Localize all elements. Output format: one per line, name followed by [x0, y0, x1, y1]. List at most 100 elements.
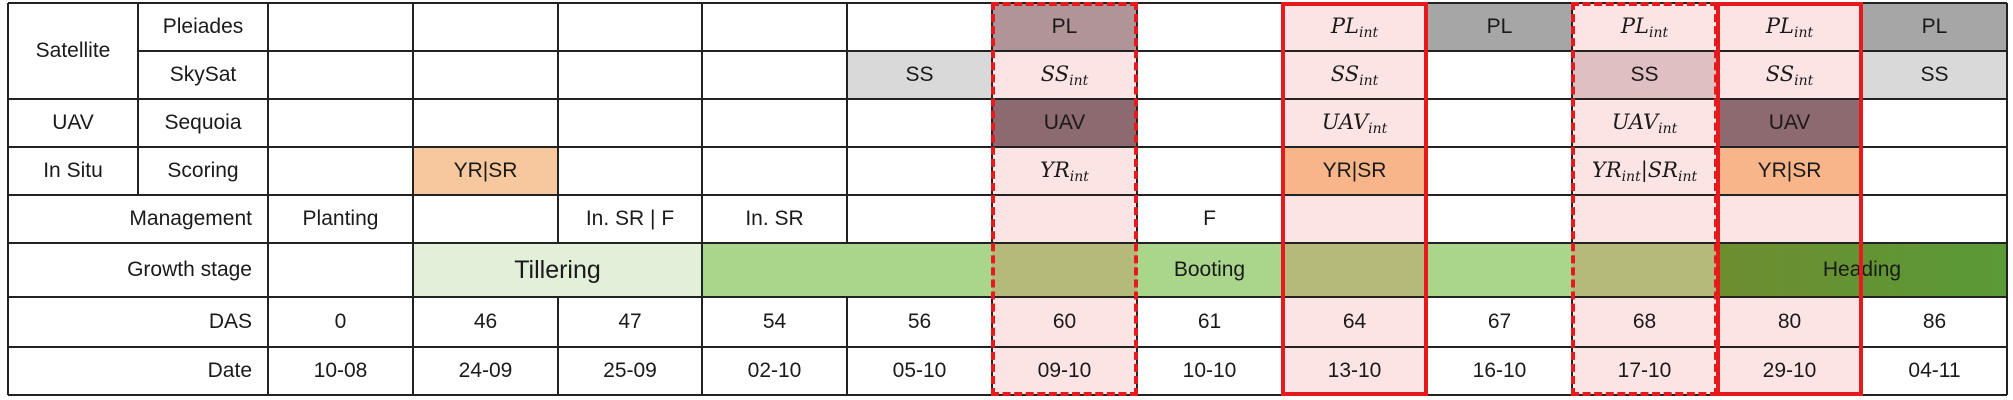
skysat-cell: SSint: [1282, 51, 1427, 99]
management-cell: [1427, 195, 1572, 243]
grid-line: [1426, 3, 1428, 243]
grid-line: [701, 243, 703, 297]
grid-line: [8, 394, 2007, 396]
grid-line: [7, 3, 9, 395]
scoring-label: Scoring: [167, 159, 239, 182]
date-label: Date: [207, 359, 252, 382]
das-cell: 54: [762, 310, 787, 333]
das-cell: 67: [1487, 310, 1512, 333]
grid-line: [1571, 297, 1573, 395]
date-cell: 17-10: [1572, 347, 1717, 395]
pleiades-cell: PL: [1862, 3, 2007, 51]
skysat-cell-text: SSint: [1040, 61, 1089, 89]
management-cell: [1282, 195, 1427, 243]
scoring-cell: YR|SR: [413, 147, 558, 195]
das-cell: 64: [1282, 297, 1427, 347]
sequoia-cell: UAV: [1717, 99, 1862, 147]
skysat-cell-text: SSint: [1765, 61, 1814, 89]
skysat-cell: SS: [847, 51, 992, 99]
date-cell: 04-11: [1908, 359, 1961, 382]
pleiades-cell: PLint: [1717, 3, 1862, 51]
grid-line: [1571, 3, 1573, 243]
date-cell: 13-10: [1282, 347, 1427, 395]
grid-line: [412, 3, 414, 243]
pleiades-cell-text: PLint: [1765, 13, 1814, 41]
pleiades-cell: [847, 3, 992, 51]
grid-line: [557, 297, 559, 395]
pleiades-cell: [268, 3, 413, 51]
das-cell: 0: [334, 310, 347, 333]
grid-line: [8, 146, 2007, 148]
booting-label: Booting: [1173, 258, 1246, 281]
management-label: Management: [129, 207, 252, 230]
grid-line: [991, 3, 993, 243]
scoring-cell-text: YRint|SRint: [1591, 157, 1698, 185]
pleiades-cell: PL: [1427, 3, 1572, 51]
pleiades-cell: PLint: [1572, 3, 1717, 51]
grid-line: [1136, 3, 1138, 243]
management-cell: [992, 195, 1137, 243]
skysat-cell-text: SSint: [1330, 61, 1379, 89]
skysat-cell: [268, 51, 413, 99]
grid-line: [1426, 297, 1428, 395]
satellite-label: Satellite: [35, 39, 111, 62]
grid-line: [1136, 297, 1138, 395]
das-label: DAS: [208, 310, 252, 333]
grid-line: [267, 3, 269, 243]
management-cell: [847, 195, 992, 243]
grid-line: [1716, 3, 1718, 243]
scoring-cell: [1137, 147, 1282, 195]
grid-line: [8, 242, 2007, 244]
sequoia-cell: UAVint: [1572, 99, 1717, 147]
das-cell: 61: [1197, 310, 1222, 333]
date-cell: 05-10: [892, 359, 947, 382]
grid-line: [412, 243, 414, 297]
grid-line: [8, 194, 2007, 196]
pleiades-cell: PL: [992, 3, 1137, 51]
grid-line: [701, 297, 703, 395]
scoring-cell: YRint: [992, 147, 1137, 195]
skysat-cell: SS: [1862, 51, 2007, 99]
management-cell: F: [1203, 207, 1216, 230]
das-cell: 86: [1922, 310, 1947, 333]
date-cell: 29-10: [1717, 347, 1862, 395]
grid-line: [1281, 3, 1283, 243]
scoring-cell-text: YRint: [1040, 157, 1089, 185]
grid-line: [8, 2, 2007, 4]
sequoia-label: Sequoia: [164, 111, 242, 134]
grid-line: [1281, 297, 1283, 395]
pleiades-cell: [1137, 3, 1282, 51]
sequoia-cell-text: UAVint: [1611, 109, 1678, 137]
heading-label: Heading: [1822, 258, 1902, 281]
booting-overlay-band: [1572, 243, 1717, 297]
sequoia-cell: [1137, 99, 1282, 147]
date-cell: 10-08: [313, 359, 368, 382]
management-cell: [413, 195, 558, 243]
scoring-cell: [847, 147, 992, 195]
skysat-label: SkySat: [169, 63, 237, 86]
grid-line: [267, 243, 269, 297]
booting-band: [702, 243, 1717, 297]
skysat-cell: SSint: [992, 51, 1137, 99]
pleiades-label: Pleiades: [162, 15, 244, 38]
booting-overlay-band: [992, 243, 1137, 297]
das-cell: 47: [618, 310, 642, 333]
sequoia-cell: UAVint: [1282, 99, 1427, 147]
scoring-cell: [1427, 147, 1572, 195]
in-situ-label: In Situ: [43, 159, 103, 182]
sequoia-cell: [1427, 99, 1572, 147]
date-cell: 10-10: [1182, 359, 1237, 382]
grid-line: [846, 297, 848, 395]
skysat-cell: SS: [1572, 51, 1717, 99]
grid-line: [1861, 297, 1863, 395]
management-cell: Planting: [302, 207, 379, 230]
grid-line: [8, 346, 2007, 348]
scoring-cell: [702, 147, 847, 195]
date-cell: 02-10: [747, 359, 802, 382]
das-cell: 56: [907, 310, 932, 333]
management-cell: In. SR: [745, 207, 804, 230]
management-cell: In. SR | F: [585, 207, 675, 230]
das-cell: 60: [992, 297, 1137, 347]
das-cell: 68: [1572, 297, 1717, 347]
